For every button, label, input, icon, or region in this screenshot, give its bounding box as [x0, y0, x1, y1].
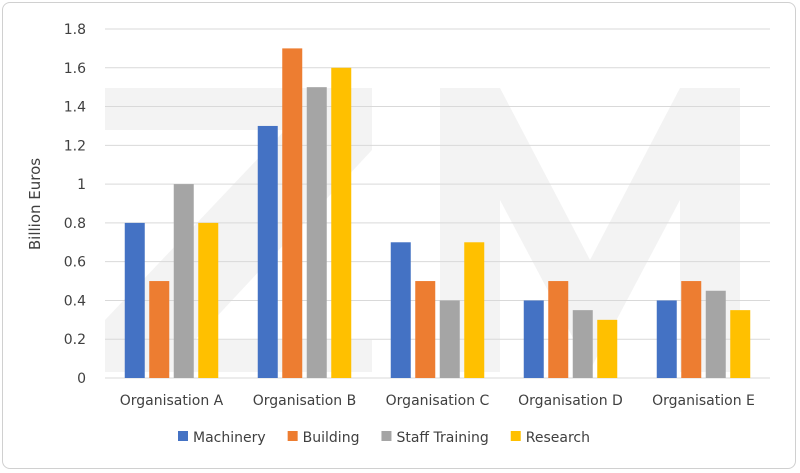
- legend-label: Building: [303, 430, 360, 446]
- legend-item: Research: [510, 430, 590, 446]
- bar-staff-training: [572, 310, 593, 378]
- bar-machinery: [124, 222, 145, 378]
- y-tick-label: 0.6: [64, 255, 86, 271]
- bar-staff-training: [705, 290, 726, 378]
- y-tick-label: 0.2: [64, 332, 86, 348]
- y-tick-label: 1.6: [64, 61, 86, 77]
- bar-building: [548, 281, 569, 378]
- y-tick-label: 1.2: [64, 138, 86, 154]
- legend-swatch: [510, 431, 521, 441]
- y-tick-label: 1.8: [64, 22, 86, 38]
- bar-machinery: [523, 300, 544, 378]
- watermark: [105, 88, 740, 372]
- bar-machinery: [390, 242, 411, 378]
- bar-research: [331, 67, 352, 379]
- bar-research: [464, 242, 485, 378]
- legend-label: Staff Training: [396, 430, 488, 446]
- bar-research: [198, 222, 219, 378]
- bar-research: [730, 310, 751, 378]
- bar-research: [597, 319, 618, 378]
- legend-swatch: [178, 431, 188, 441]
- legend-item: Machinery: [178, 430, 266, 446]
- bar-building: [681, 281, 702, 378]
- legend-item: Building: [287, 430, 360, 446]
- bar-building: [415, 281, 436, 378]
- bar-machinery: [656, 300, 677, 378]
- y-tick-label: 0.4: [64, 293, 86, 309]
- bar-building: [149, 281, 170, 378]
- y-tick-label: 0.8: [64, 216, 86, 232]
- x-tick-label: Organisation A: [120, 393, 224, 409]
- bar-staff-training: [439, 300, 460, 378]
- legend-swatch: [381, 431, 392, 441]
- bar-building: [282, 48, 303, 379]
- legend-swatch: [287, 431, 298, 441]
- x-tick-label: Organisation C: [386, 393, 490, 409]
- legend-label: Machinery: [193, 430, 266, 446]
- chart-frame: [2, 2, 796, 469]
- y-tick-label: 0: [77, 371, 86, 387]
- bar-staff-training: [306, 87, 327, 379]
- bar-staff-training: [173, 184, 194, 378]
- legend-label: Research: [526, 430, 590, 446]
- y-axis-label: Billion Euros: [26, 158, 44, 250]
- y-tick-label: 1.4: [64, 100, 86, 116]
- legend-item: Staff Training: [381, 430, 489, 446]
- x-tick-label: Organisation B: [253, 393, 357, 409]
- bar-machinery: [257, 125, 278, 378]
- x-tick-label: Organisation E: [652, 393, 755, 409]
- x-tick-label: Organisation D: [518, 393, 623, 409]
- y-tick-label: 1: [77, 177, 86, 193]
